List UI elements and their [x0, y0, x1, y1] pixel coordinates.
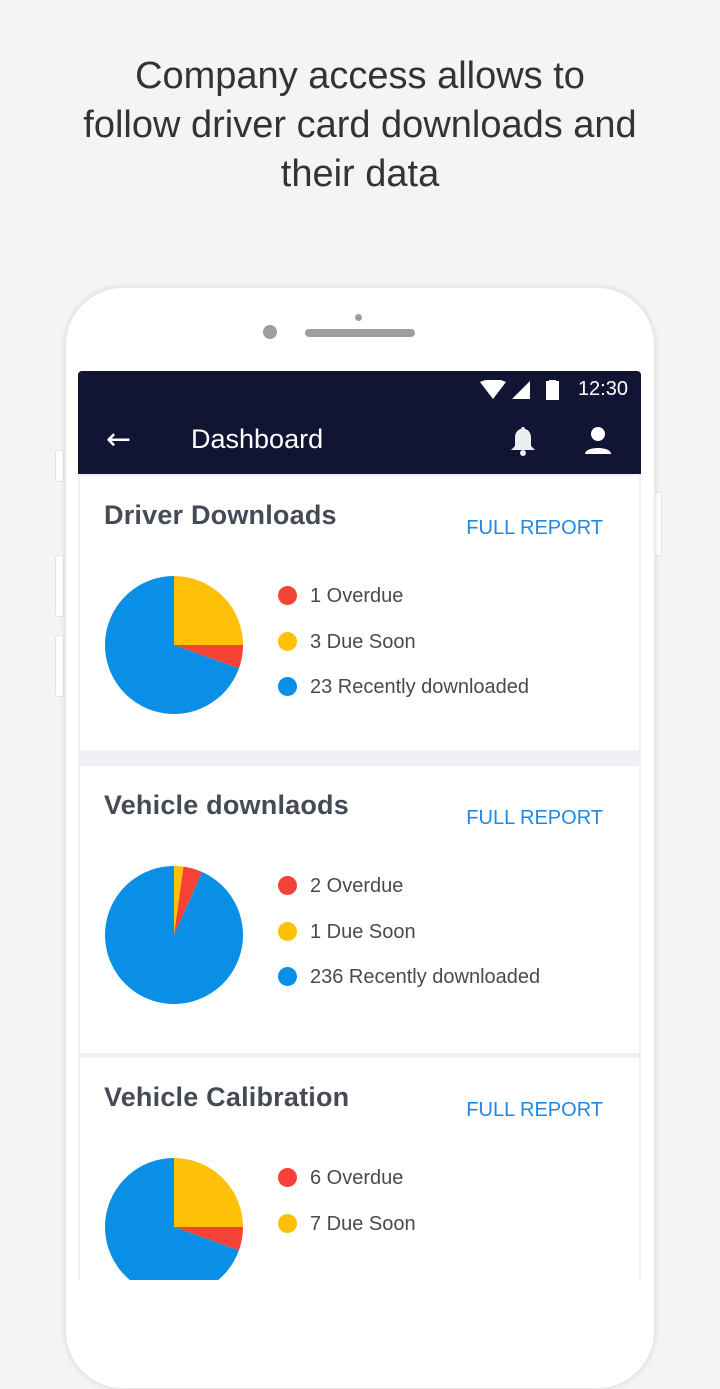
legend-dot-icon — [278, 876, 297, 895]
legend-label: 6 Overdue — [310, 1167, 404, 1189]
legend-item: 1 Overdue — [278, 585, 403, 608]
legend-label: 7 Due Soon — [310, 1212, 416, 1235]
pie-slice — [174, 1227, 243, 1251]
dashboard-card: Vehicle Calibration FULL REPORT 6 Overdu… — [80, 1058, 639, 1280]
legend-dot-icon — [278, 586, 297, 605]
legend-item: 6 Overdue — [278, 1167, 403, 1190]
status-bar: 12:30 — [78, 371, 641, 410]
back-arrow-icon[interactable]: ← — [106, 422, 132, 457]
legend-dot-icon — [278, 677, 297, 696]
legend-item: 2 Overdue — [278, 875, 403, 898]
status-time: 12:30 — [577, 378, 628, 400]
phone-speaker — [305, 329, 415, 337]
phone-screen: 12:30 ← Dashboard Driver Downloads FULL … — [78, 371, 641, 1280]
legend-label: 1 Overdue — [310, 585, 404, 607]
legend-dot-icon — [278, 921, 297, 941]
legend-label: 23 Recently downloaded — [310, 676, 530, 698]
legend-dot-icon — [278, 1168, 297, 1187]
dashboard-card: Driver Downloads FULL REPORT 1 Overdue 3 … — [80, 476, 639, 750]
legend-item: 23 Recently downloaded — [278, 676, 529, 699]
legend-label: 1 Due Soon — [310, 920, 416, 943]
legend-label: 3 Due Soon — [310, 630, 416, 653]
legend-dot-icon — [278, 631, 297, 651]
pie-chart — [105, 1158, 243, 1280]
full-report-link[interactable]: FULL REPORT — [466, 517, 603, 539]
status-icons — [480, 380, 559, 400]
person-icon[interactable] — [583, 427, 613, 455]
legend-item: 7 Due Soon — [278, 1213, 416, 1236]
pie-slice — [105, 1158, 239, 1280]
card-title: Vehicle downlaods — [104, 790, 349, 820]
legend-label: 2 Overdue — [310, 875, 404, 897]
dashboard-card: Vehicle downlaods FULL REPORT 2 Overdue 1… — [80, 766, 639, 1053]
page-title: Dashboard — [191, 424, 324, 454]
legend-item: 1 Due Soon — [278, 921, 416, 944]
battery-icon — [546, 381, 559, 400]
legend-dot-icon — [278, 967, 297, 986]
pie-slice — [174, 1158, 243, 1227]
card-title: Vehicle Calibration — [104, 1082, 350, 1112]
headline-line: their data — [280, 153, 440, 195]
headline: Company access allows to follow driver c… — [0, 52, 720, 199]
legend-label: 236 Recently downloaded — [310, 966, 541, 988]
legend-dot-icon — [278, 1213, 297, 1233]
phone-side-button — [55, 450, 64, 482]
full-report-link[interactable]: FULL REPORT — [466, 1099, 603, 1121]
headline-line: follow driver card downloads and — [83, 104, 637, 146]
pie-chart — [104, 866, 243, 1004]
pie-slice — [105, 576, 239, 714]
phone-side-button — [55, 555, 64, 617]
legend-item: 236 Recently downloaded — [278, 966, 540, 989]
full-report-link[interactable]: FULL REPORT — [466, 807, 603, 829]
headline-line: Company access allows to — [135, 55, 585, 97]
phone-camera — [263, 325, 277, 339]
phone-sensor — [355, 314, 362, 321]
pie-slice — [174, 866, 184, 935]
bell-icon[interactable] — [509, 425, 537, 457]
wifi-icon — [480, 380, 506, 399]
pie-chart — [105, 576, 243, 714]
card-title: Driver Downloads — [104, 500, 337, 530]
pie-slice — [174, 576, 243, 645]
pie-slice — [174, 866, 203, 935]
pie-slice — [174, 645, 243, 669]
pie-slice — [104, 866, 243, 1004]
phone-side-button — [55, 635, 64, 697]
app-bar: ← Dashboard — [78, 410, 641, 474]
legend-item: 3 Due Soon — [278, 631, 416, 654]
signal-icon — [512, 381, 530, 399]
